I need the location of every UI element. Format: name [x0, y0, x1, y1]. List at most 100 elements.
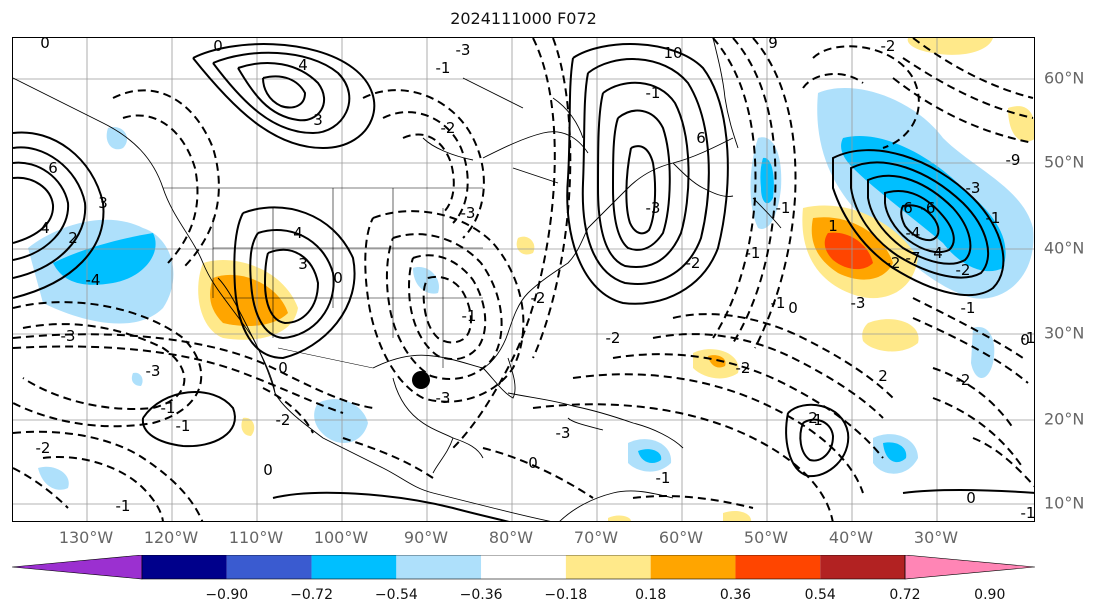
shade-blue-sw-small [38, 466, 69, 490]
shade-blue-fl [413, 267, 439, 294]
shade-blue-gulf-small [131, 372, 143, 386]
contour-label: 0 [213, 38, 223, 55]
map-title: 2024111000 F072 [450, 9, 597, 28]
contour-label: -3 [966, 179, 981, 197]
contour-label: 6 [696, 129, 706, 147]
colorbar-tick-label: 0.54 [804, 587, 836, 603]
shade-yellow-bottom2 [608, 515, 631, 521]
contour-label: -2 [36, 439, 51, 457]
shade-yellow-30n [862, 319, 919, 352]
contour-label: -1 [1021, 329, 1035, 347]
contour-label: -2 [606, 329, 621, 347]
shade-blue-gulf [314, 399, 368, 443]
contour-label: -3 [461, 204, 476, 222]
contour-label: -6 [921, 199, 936, 217]
contour-label: 6 [48, 159, 58, 177]
shade-yellow-bottom [241, 417, 255, 436]
shade-yellow-e-edge [1008, 106, 1034, 142]
shade-yellow-ne-small [516, 236, 535, 255]
colorbar-segment [311, 555, 397, 579]
contour-label: -3 [146, 362, 161, 380]
contour-label: 0 [263, 461, 273, 479]
latitude-label: 30°N [1044, 323, 1085, 343]
contour-label: 4 [298, 56, 308, 74]
contour-label: 2 [68, 229, 78, 247]
contour-label: -2 [886, 254, 901, 272]
shade-blue-38w-mid [883, 442, 907, 463]
map-canvas: 0 0436423-4430-3-3-1-1-2001096-2-3-3-1-2-… [13, 38, 1035, 521]
contour-label: 2 [878, 367, 888, 385]
shade-blue-nw-small [106, 127, 128, 150]
colorbar-tick-label: −0.36 [459, 587, 503, 603]
contour-label: -2 [276, 411, 291, 429]
longitude-label: 100°W [313, 528, 369, 547]
contour-label: -1 [961, 299, 976, 317]
latitude-label: 50°N [1044, 152, 1085, 172]
contour-label: -1 [161, 399, 176, 417]
colorbar-segment [142, 555, 227, 579]
contour-label: -2 [956, 261, 971, 279]
contour-label: -2 [441, 119, 456, 137]
colorbar-segment [820, 555, 905, 579]
colorbar-segment [481, 555, 566, 579]
contour-label: 10 [663, 44, 682, 62]
contour-label: -1 [776, 199, 791, 217]
shade-yellow-ne-top [907, 38, 993, 55]
longitude-label: 40°W [828, 528, 874, 547]
longitude-label: 60°W [658, 528, 704, 547]
contour-label: 0 [528, 454, 538, 472]
contour-label: 0 [788, 299, 798, 317]
colorbar-segment [396, 555, 482, 579]
map-panel: 0 0 4 3 6 4 2 3 -4 4 3 0 -3 -3 -1 -1 -2 0 0 10 9 6 -2 -3 -3 -1 -2-… [12, 37, 1035, 522]
contour-label: 0 [1020, 331, 1030, 349]
contour-label: -2 [736, 359, 751, 377]
contour-label: -1 [646, 84, 661, 102]
colorbar [12, 555, 1035, 580]
contour-label: 3 [98, 194, 108, 212]
shade-blue-nw-mid [53, 233, 156, 285]
shade-blue-atl-mid [841, 136, 1006, 272]
contour-label: -3 [556, 424, 571, 442]
contour-label: -3 [456, 41, 471, 59]
shade-orange-sw-mid [210, 274, 288, 326]
longitude-label: 50°W [743, 528, 789, 547]
contour-label: -1 [656, 469, 671, 487]
contour-label: 3 [313, 111, 323, 129]
contour-label: -3 [851, 294, 866, 312]
contour-label: 0 [40, 38, 50, 52]
colorbar-segment [565, 555, 651, 579]
latitude-label: 40°N [1044, 238, 1085, 258]
longitude-label: 80°W [488, 528, 534, 547]
longitude-label: 70°W [573, 528, 619, 547]
colorbar-extend-high [904, 555, 1035, 580]
contour-label: -3 [61, 327, 76, 345]
contour-label: 6 [903, 199, 913, 217]
position-marker-dot [412, 371, 430, 389]
colorbar-segment [735, 555, 821, 579]
contour-label: -9 [1006, 151, 1021, 169]
coastlines [13, 38, 782, 521]
contour-label: -1 [746, 244, 761, 262]
colorbar-segment [226, 555, 312, 579]
contour-label: 0 [333, 269, 343, 287]
colorbar-tick-label: −0.54 [374, 587, 418, 603]
longitude-label: 110°W [228, 528, 284, 547]
shade-orange-25n [708, 355, 726, 368]
contour-label: -1 [462, 307, 477, 325]
contour-label: 4 [293, 224, 303, 242]
graticule [13, 38, 1034, 521]
contour-label: 9 [768, 38, 778, 52]
shade-yellow-bottom3 [723, 511, 751, 521]
colorbar-segment [650, 555, 736, 579]
contour-label: -2 [531, 289, 546, 307]
colorbar-outline [141, 555, 906, 580]
colorbar-tick-label: −0.18 [544, 587, 588, 603]
contour-label: 4 [40, 219, 50, 237]
contour-label: -1 [176, 417, 191, 435]
contour-label: -3 [436, 389, 451, 407]
dashed-contours [13, 38, 1034, 521]
shade-red-atl [824, 232, 873, 270]
contour-label: 0 [966, 489, 976, 507]
colorbar-tick-label: 0.36 [719, 587, 752, 603]
colorbar-tick-label: 0.18 [635, 587, 667, 603]
